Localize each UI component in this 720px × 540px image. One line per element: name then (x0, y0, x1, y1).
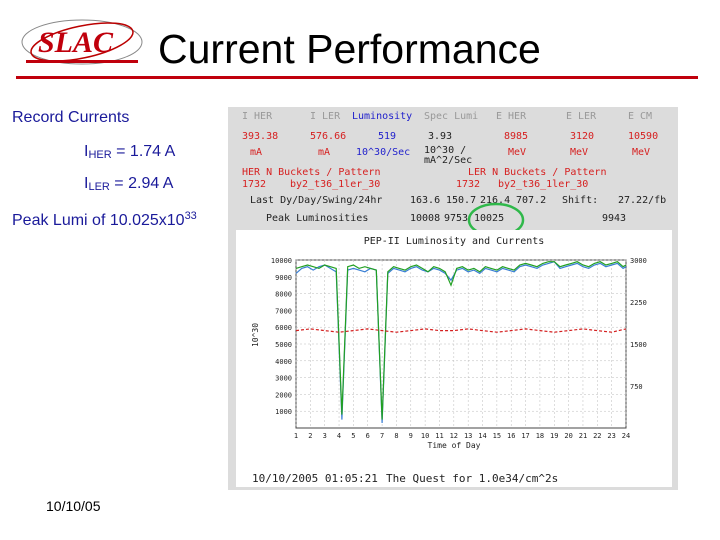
x-tick-label: 17 (521, 432, 529, 440)
hdr-eler: E LER (566, 111, 597, 122)
luminosity-chart: 1 2 3 4 5 6 7 8 9 10 11 12 13 14 15 16 17 18 19 20 21 22 23 241… (236, 230, 672, 487)
y-tick-label: 5000 (275, 341, 292, 349)
hdr-eher: E HER (496, 111, 527, 122)
x-tick-label: 3 (323, 432, 327, 440)
series-ler-current (295, 328, 627, 333)
chart-grid (295, 259, 627, 429)
y2-tick-label: 2250 (630, 299, 647, 307)
x-tick-label: 22 (593, 432, 601, 440)
peak-val-4: 9943 (602, 213, 627, 224)
ler-buckets-value: 1732 (456, 179, 481, 190)
series-her-current (295, 261, 627, 420)
y-tick-label: 3000 (275, 375, 292, 383)
y-tick-label: 10000 (271, 257, 292, 265)
y-tick-label: 8000 (275, 291, 292, 299)
chart-footer-date: 10/10/2005 01:05:21 (252, 472, 378, 485)
iher-line: IHER = 1.74 A (84, 143, 176, 161)
y-tick-label: 9000 (275, 274, 292, 282)
hdr-lumi: Luminosity (352, 111, 413, 122)
shift-value: 27.22/fb (618, 195, 667, 206)
val-iher: 393.38 (242, 131, 279, 142)
x-tick-label: 8 (394, 432, 398, 440)
val-spec: 3.93 (428, 131, 453, 142)
chart-footer-msg: The Quest for 1.0e34/cm^2s (386, 472, 558, 485)
y2-tick-label: 750 (630, 383, 643, 391)
unit-spec: 10^30 / (424, 145, 467, 156)
x-tick-label: 1 (294, 432, 298, 440)
last-val-4: 707.2 (516, 195, 547, 206)
slide-title: Current Performance (158, 26, 541, 72)
iler-line: ILER = 2.94 A (84, 175, 174, 193)
chart-series (295, 261, 627, 424)
chart-ticks: 1 2 3 4 5 6 7 8 9 10 11 12 13 14 15 16 17 18 19 20 21 22 23 241… (271, 257, 647, 440)
her-pattern: by2_t36_1ler_30 (290, 179, 381, 190)
x-tick-label: 4 (337, 432, 341, 440)
last-label: Last Dy/Day/Swing/24hr (250, 195, 383, 206)
x-tick-label: 14 (478, 432, 486, 440)
slac-logo: SLAC (21, 19, 143, 65)
unit-ecm: MeV (632, 147, 651, 158)
x-tick-label: 9 (409, 432, 413, 440)
val-eler: 3120 (570, 131, 595, 142)
x-tick-label: 11 (435, 432, 443, 440)
slide-date: 10/10/05 (46, 498, 101, 514)
ler-buckets-label: LER N Buckets / Pattern (468, 167, 607, 178)
peak-val-2: 9753 (444, 213, 469, 224)
val-iler: 576.66 (310, 131, 347, 142)
last-val-1: 163.6 (410, 195, 441, 206)
unit-iler: mA (318, 147, 331, 158)
unit-iher: mA (250, 147, 263, 158)
y-tick-label: 7000 (275, 307, 292, 315)
hdr-iler: I LER (310, 111, 341, 122)
shift-label: Shift: (562, 195, 599, 206)
peak-label: Peak Luminosities (266, 213, 369, 224)
x-tick-label: 5 (351, 432, 355, 440)
x-tick-label: 15 (493, 432, 501, 440)
title-rule (16, 76, 698, 79)
x-tick-label: 19 (550, 432, 558, 440)
val-eher: 8985 (504, 131, 529, 142)
her-buckets-value: 1732 (242, 179, 267, 190)
x-tick-label: 6 (366, 432, 370, 440)
peak-lumi-line: Peak Lumi of 10.025x1033 (12, 210, 197, 229)
x-tick-label: 2 (308, 432, 312, 440)
x-tick-label: 20 (564, 432, 572, 440)
x-tick-label: 21 (579, 432, 587, 440)
series-luminosity (295, 261, 627, 424)
x-tick-label: 23 (607, 432, 615, 440)
val-ecm: 10590 (628, 131, 659, 142)
y-tick-label: 1000 (275, 408, 292, 416)
chart-title: PEP-II Luminosity and Currents (364, 236, 545, 247)
unit-spec2: mA^2/Sec (424, 155, 473, 166)
hdr-spec: Spec Lumi (424, 111, 479, 122)
unit-eler: MeV (570, 147, 589, 158)
hdr-ecm: E CM (628, 111, 653, 122)
x-tick-label: 7 (380, 432, 384, 440)
y2-tick-label: 1500 (630, 341, 647, 349)
x-tick-label: 16 (507, 432, 515, 440)
hdr-iher: I HER (242, 111, 273, 122)
peak-val-3: 10025 (474, 213, 505, 224)
chart-ylabel: 10^30 (251, 323, 260, 347)
last-val-3: 216.4 (480, 195, 511, 206)
peak-val-1: 10008 (410, 213, 441, 224)
val-lumi: 519 (378, 131, 397, 142)
x-tick-label: 12 (450, 432, 458, 440)
y2-tick-label: 3000 (630, 257, 647, 265)
last-val-2: 150.7 (446, 195, 477, 206)
chart-xlabel: Time of Day (428, 441, 481, 450)
her-buckets-label: HER N Buckets / Pattern (242, 167, 381, 178)
unit-eher: MeV (508, 147, 527, 158)
svg-text:SLAC: SLAC (38, 26, 114, 59)
x-tick-label: 18 (536, 432, 544, 440)
x-tick-label: 13 (464, 432, 472, 440)
record-currents-heading: Record Currents (12, 109, 130, 126)
ler-pattern: by2_t36_1ler_30 (498, 179, 589, 190)
x-tick-label: 10 (421, 432, 429, 440)
y-tick-label: 6000 (275, 324, 292, 332)
unit-lumi: 10^30/Sec (356, 147, 411, 158)
y-tick-label: 2000 (275, 391, 292, 399)
y-tick-label: 4000 (275, 358, 292, 366)
x-tick-label: 24 (622, 432, 630, 440)
